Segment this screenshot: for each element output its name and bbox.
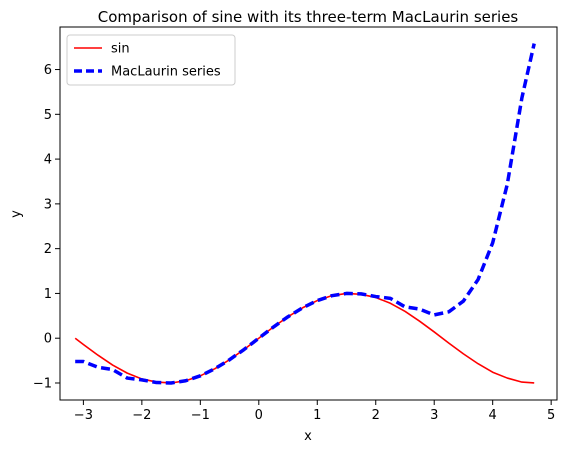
legend: sin MacLaurin series [66, 34, 236, 86]
x-tick-label: 0 [255, 408, 263, 423]
y-tick-label: 4 [44, 153, 52, 168]
y-tick-label: −1 [33, 376, 52, 391]
legend-box [66, 34, 236, 86]
x-tick-label: −2 [132, 408, 151, 423]
axes-frame [59, 26, 558, 401]
x-tick-label: −1 [191, 408, 210, 423]
y-axis-label: y [9, 210, 24, 218]
x-tick-label: 3 [430, 408, 438, 423]
x-tick-label: 2 [372, 408, 380, 423]
x-tick-label: −3 [74, 408, 93, 423]
y-tick-label: 6 [44, 63, 52, 78]
chart-title: Comparison of sine with its three-term M… [98, 8, 519, 26]
legend-label-maclaurin: MacLaurin series [111, 65, 221, 80]
y-tick-label: 0 [44, 332, 52, 347]
series-layer [74, 43, 536, 385]
y-tick-label: 5 [44, 108, 52, 123]
legend-label-sin: sin [111, 42, 130, 57]
series-line-maclaurin [75, 43, 536, 385]
x-axis: −3 −2 −1 0 1 2 3 4 5 [74, 400, 555, 423]
y-tick-label: 2 [44, 242, 52, 257]
x-tick-label: 5 [547, 408, 555, 423]
x-tick-label: 4 [489, 408, 497, 423]
x-axis-label: x [304, 429, 312, 444]
x-tick-label: 1 [313, 408, 321, 423]
y-tick-label: 3 [44, 197, 52, 212]
y-tick-label: 1 [44, 287, 52, 302]
plot-area [59, 26, 558, 401]
y-axis: −1 0 1 2 3 4 5 6 [33, 63, 60, 391]
